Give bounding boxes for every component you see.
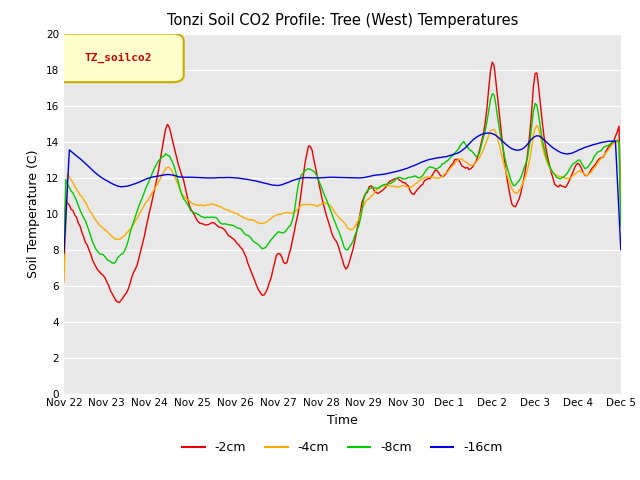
Y-axis label: Soil Temperature (C): Soil Temperature (C) — [28, 149, 40, 278]
X-axis label: Time: Time — [327, 414, 358, 427]
Text: TZ_soilco2: TZ_soilco2 — [84, 53, 152, 63]
Title: Tonzi Soil CO2 Profile: Tree (West) Temperatures: Tonzi Soil CO2 Profile: Tree (West) Temp… — [166, 13, 518, 28]
Legend: -2cm, -4cm, -8cm, -16cm: -2cm, -4cm, -8cm, -16cm — [177, 436, 508, 459]
FancyBboxPatch shape — [56, 34, 184, 82]
